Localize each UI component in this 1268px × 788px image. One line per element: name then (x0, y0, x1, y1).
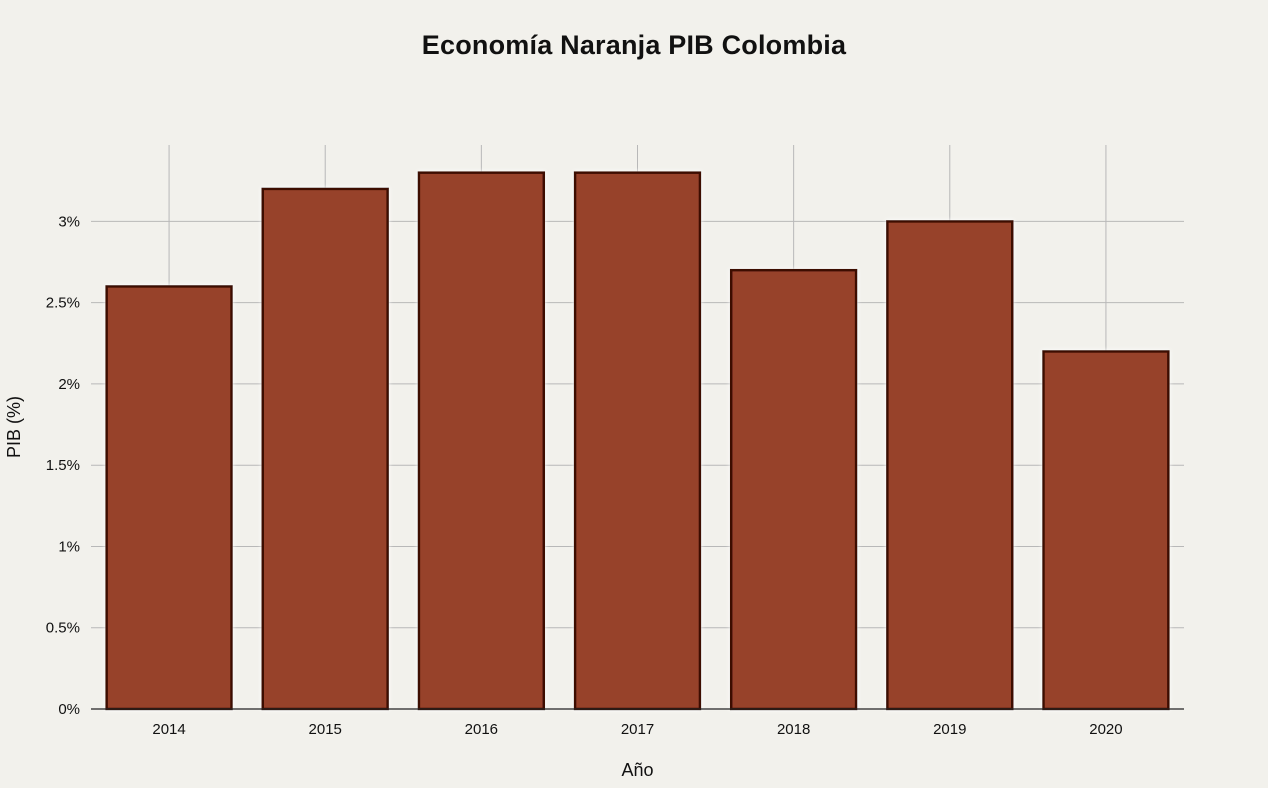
y-tick-label: 2.5% (46, 295, 80, 312)
bar-2020[interactable] (1042, 350, 1170, 711)
y-tick-label: 3% (58, 213, 80, 230)
bar-2019[interactable] (886, 220, 1014, 711)
y-axis-ticks: 0% 0.5% 1% 1.5% 2% 2.5% 3% (46, 213, 80, 718)
bar-2014[interactable] (105, 285, 233, 711)
x-tick-label: 2019 (933, 721, 966, 738)
x-tick-label: 2014 (152, 721, 185, 738)
y-tick-label: 0% (58, 701, 80, 718)
x-axis-title: Año (621, 760, 653, 780)
x-tick-label: 2018 (777, 721, 810, 738)
bar-2015[interactable] (261, 187, 389, 711)
y-tick-label: 2% (58, 376, 80, 393)
chart-title: Economía Naranja PIB Colombia (421, 30, 847, 60)
x-tick-label: 2020 (1089, 721, 1122, 738)
y-tick-label: 1.5% (46, 457, 80, 474)
bars (105, 171, 1170, 711)
y-axis-title: PIB (%) (4, 396, 24, 458)
y-tick-label: 1% (58, 538, 80, 555)
x-tick-label: 2015 (309, 721, 342, 738)
bar-2017[interactable] (573, 171, 702, 711)
bar-2016[interactable] (417, 171, 546, 711)
x-axis-ticks: 2014 2015 2016 2017 2018 2019 2020 (152, 721, 1122, 738)
bar-2018[interactable] (729, 268, 858, 711)
x-tick-label: 2017 (621, 721, 654, 738)
y-tick-label: 0.5% (46, 620, 80, 637)
x-tick-label: 2016 (465, 721, 498, 738)
